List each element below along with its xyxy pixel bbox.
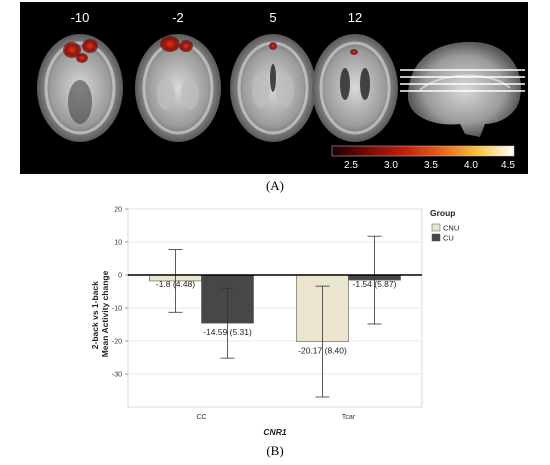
y-tick-label: 0 (118, 273, 122, 280)
slice-label: -10 (71, 10, 90, 25)
colorbar: 2.5 3.0 3.5 4.0 4.5 (331, 145, 515, 171)
data-label: -20.17 (8.40) (298, 346, 347, 356)
y-axis-title: 2-back vs 1-back Mean Activity change (90, 270, 110, 357)
slice-label: 5 (269, 10, 276, 25)
legend-swatch-cu (431, 233, 441, 242)
y-axis-title-line-1: 2-back vs 1-back (90, 281, 100, 349)
legend-label: CNU (443, 224, 459, 233)
activation-blob (350, 49, 358, 55)
y-tick-label: 20 (114, 207, 122, 214)
colorbar-tick: 2.5 (344, 160, 358, 171)
y-tick-label: 10 (114, 240, 122, 247)
y-tick-label: -20 (112, 339, 122, 346)
legend-title: Group (430, 208, 456, 218)
x-tick-label: Tcar (342, 414, 356, 421)
slice-label: 12 (348, 10, 362, 25)
data-label: -14.59 (5.31) (203, 327, 252, 337)
slice-label: -2 (172, 10, 184, 25)
axial-slice-1 (37, 34, 123, 142)
y-tick-label: -10 (112, 306, 122, 313)
legend-swatch-cnu (431, 223, 441, 232)
panel-b-label: (B) (266, 443, 284, 458)
activation-blob (63, 42, 81, 58)
y-tick-label: -30 (112, 372, 122, 379)
axial-slice-4 (312, 34, 398, 142)
activation-blob (269, 42, 277, 50)
activation-blob (76, 53, 88, 63)
x-tick-label: CC (196, 414, 206, 421)
colorbar-tick: 4.5 (501, 160, 515, 171)
sagittal-reference-slice (400, 41, 525, 138)
data-label: -1.8 (4.48) (156, 279, 195, 289)
bar-chart: 2-back vs 1-back Mean Activity change CN… (90, 207, 459, 437)
brain-slices-panel: -10 -2 5 12 (20, 2, 528, 174)
data-label: -1.54 (5.87) (353, 279, 397, 289)
activation-blob (160, 36, 180, 52)
y-axis-title-line-2: Mean Activity change (100, 270, 110, 357)
axial-slice-2 (135, 34, 221, 142)
activation-blob (179, 40, 193, 52)
x-axis-title: CNR1 (263, 427, 286, 436)
legend-label: CU (443, 234, 454, 243)
colorbar-tick: 4.0 (464, 160, 478, 171)
brain-slices-figure: -10 -2 5 12 (37, 10, 525, 171)
panel-a-label: (A) (265, 178, 285, 193)
axial-slice-3 (230, 34, 316, 142)
colorbar-tick: 3.0 (384, 160, 398, 171)
colorbar-tick: 3.5 (424, 160, 438, 171)
activation-blob (82, 39, 98, 53)
